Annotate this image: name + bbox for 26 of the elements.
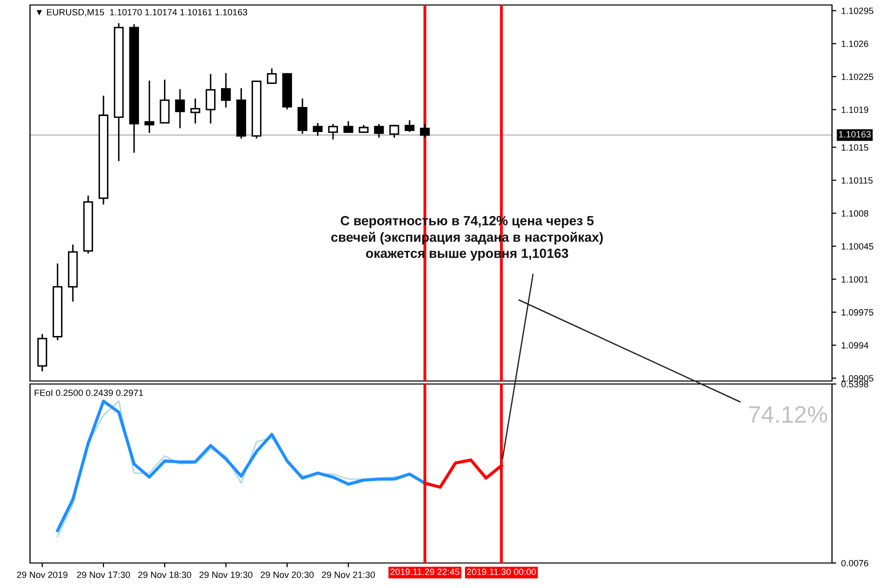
y-tick-label: 0.5398 — [841, 380, 868, 388]
x-tick-label: 29 Nov 21:30 — [322, 572, 375, 578]
x-tick-label: 29 Nov 20:30 — [260, 572, 314, 578]
y-tick-label: 1.10295 — [842, 8, 874, 14]
y-tick-label: 1.10045 — [842, 243, 874, 250]
y-tick-label: 1.1015 — [842, 144, 868, 151]
y-tick-label: 0.0076 — [841, 560, 868, 566]
annotation: 74.12% — [749, 406, 828, 423]
x-tick-label: 29 Nov 2019 — [17, 572, 68, 578]
y-tick-label: 1.0994 — [842, 342, 868, 349]
y-tick-label: 1.09905 — [842, 375, 874, 382]
x-tick-label: 29 Nov 19:30 — [200, 572, 252, 578]
y-tick-label: 1.10225 — [842, 74, 874, 80]
y-tick-label: 1.10115 — [842, 177, 873, 184]
annotation: FEoI 0.2500 0.2439 0.2971 — [34, 390, 143, 396]
y-tick-label: 1.1026 — [842, 40, 868, 47]
y-tick-label: 1.1019 — [842, 106, 868, 113]
ref-line-label: 2019.11.30 00:00 — [467, 568, 536, 575]
y-tick-label: 1.1001 — [842, 276, 868, 283]
chart-title: ▼ EURUSD,M15 1.10170 1.10174 1.10161 1.10163 — [36, 9, 248, 16]
ref-line-label: 1.10163 — [839, 131, 871, 138]
y-tick-label: 1.09975 — [842, 309, 874, 316]
x-tick-label: 29 Nov 18:30 — [138, 572, 192, 578]
ref-line-label: 2019.11.29 22:45 — [390, 568, 460, 575]
x-tick-label: 29 Nov 17:30 — [77, 572, 130, 578]
y-tick-label: 1.1008 — [842, 210, 868, 217]
